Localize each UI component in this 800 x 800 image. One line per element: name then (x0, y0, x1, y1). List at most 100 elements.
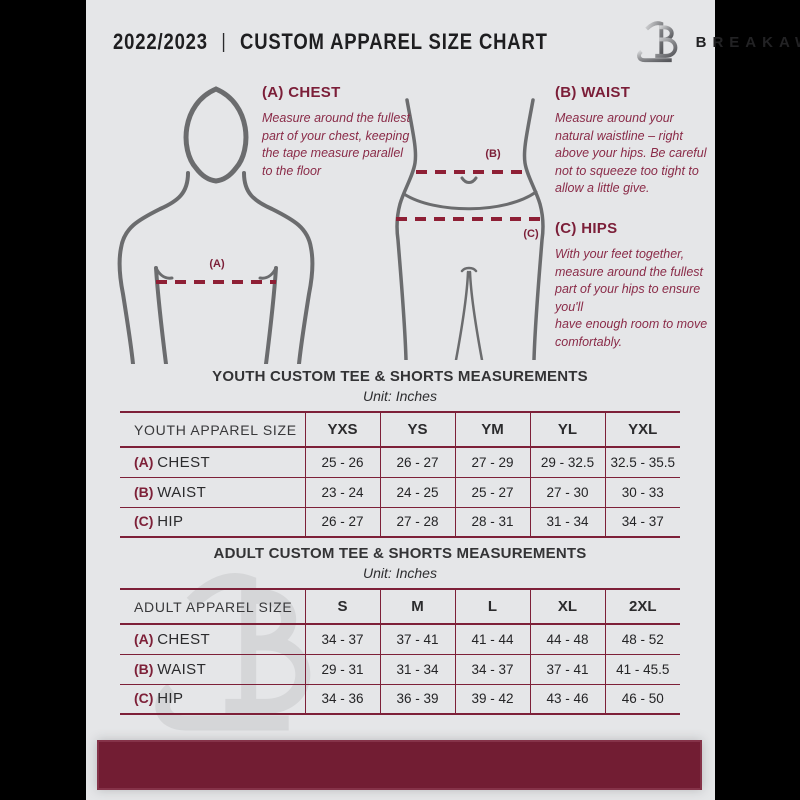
row-label: CHEST (157, 453, 211, 471)
adult-size-header-cell: ADULT APPAREL SIZE (134, 598, 293, 615)
size-value-cell: 31 - 34 (379, 654, 455, 684)
size-value-cell: 29 - 32.5 (529, 447, 605, 477)
size-column-header: YXL (604, 412, 680, 447)
size-value-cell: 31 - 34 (529, 507, 605, 537)
youth-section-title: YOUTH CUSTOM TEE & SHORTS MEASUREMENTS (212, 368, 588, 385)
size-value-cell: 27 - 29 (454, 447, 530, 477)
page-title: 2022/2023 | CUSTOM APPAREL SIZE CHART (113, 29, 548, 55)
size-value-cell: 37 - 41 (529, 654, 605, 684)
chest-instructions: (A) CHEST Measure around the fullest par… (262, 84, 414, 180)
waist-line-label: (B) (485, 148, 501, 160)
title-year: 2022/2023 (113, 29, 208, 54)
youth-section: YOUTH CUSTOM TEE & SHORTS MEASUREMENTS U… (120, 368, 680, 538)
title-text: CUSTOM APPAREL SIZE CHART (240, 29, 548, 54)
size-value-cell: 44 - 48 (529, 624, 605, 654)
row-label-cell: (C) HIP (120, 507, 305, 537)
youth-unit-label: Unit: Inches (363, 388, 437, 404)
size-column-header: S (304, 589, 380, 624)
size-value-cell: 39 - 42 (454, 684, 530, 714)
size-value-cell: 34 - 37 (604, 507, 680, 537)
size-value-cell: 43 - 46 (529, 684, 605, 714)
row-label-cell: (B) WAIST (120, 654, 305, 684)
size-value-cell: 27 - 28 (379, 507, 455, 537)
row-prefix: (B) (134, 483, 154, 500)
waist-heading: (B) WAIST (555, 84, 631, 101)
size-column-header: 2XL (604, 589, 680, 624)
size-value-cell: 24 - 25 (379, 477, 455, 507)
size-value-cell: 41 - 44 (454, 624, 530, 654)
size-column-header: YXS (304, 412, 380, 447)
brand-lockup: BREAKAWAY (631, 18, 800, 66)
row-label: CHEST (157, 630, 211, 648)
brand-name: BREAKAWAY (695, 33, 800, 51)
breakaway-logo-icon (636, 21, 677, 63)
hips-body-text: With your feet together, measure around … (555, 247, 708, 349)
row-label-cell: (C) HIP (120, 684, 305, 714)
footer-accent-bar (97, 740, 702, 790)
adult-unit-label: Unit: Inches (363, 565, 437, 581)
size-value-cell: 34 - 37 (304, 624, 380, 654)
size-value-cell: 25 - 26 (304, 447, 380, 477)
adult-section-title: ADULT CUSTOM TEE & SHORTS MEASUREMENTS (213, 545, 587, 562)
hip-line-label: (C) (523, 228, 539, 240)
row-label-cell: (A) CHEST (120, 624, 305, 654)
size-value-cell: 26 - 27 (304, 507, 380, 537)
youth-size-table: YOUTH APPAREL SIZE YXS YS YM YL YXL (A) … (120, 411, 680, 538)
youth-size-header-cell: YOUTH APPAREL SIZE (134, 421, 297, 438)
row-label: WAIST (157, 660, 207, 678)
table-row-hip: (C) HIP 26 - 27 27 - 28 28 - 31 31 - 34 … (120, 507, 680, 537)
youth-header-row: YOUTH APPAREL SIZE YXS YS YM YL YXL (120, 412, 680, 447)
row-prefix: (A) (134, 453, 154, 470)
size-value-cell: 25 - 27 (454, 477, 530, 507)
table-row-chest: (A) CHEST 25 - 26 26 - 27 27 - 29 29 - 3… (120, 447, 680, 477)
table-row-waist: (B) WAIST 29 - 31 31 - 34 34 - 37 37 - 4… (120, 654, 680, 684)
table-row-chest: (A) CHEST 34 - 37 37 - 41 41 - 44 44 - 4… (120, 624, 680, 654)
size-column-header: YM (454, 412, 530, 447)
size-column-header: XL (529, 589, 605, 624)
hips-instructions: (C) HIPS With your feet together, measur… (555, 220, 715, 351)
size-value-cell: 36 - 39 (379, 684, 455, 714)
size-value-cell: 48 - 52 (604, 624, 680, 654)
size-column-header: M (379, 589, 455, 624)
document-page: 2022/2023 | CUSTOM APPAREL SIZE CHART (86, 0, 800, 800)
adult-header-row: ADULT APPAREL SIZE S M L XL 2XL (120, 589, 680, 624)
row-label-cell: (A) CHEST (120, 447, 305, 477)
table-row-waist: (B) WAIST 23 - 24 24 - 25 25 - 27 27 - 3… (120, 477, 680, 507)
row-prefix: (C) (134, 690, 154, 707)
row-prefix: (A) (134, 630, 154, 647)
size-value-cell: 28 - 31 (454, 507, 530, 537)
title-divider: | (221, 30, 227, 53)
chest-body-text: Measure around the fullest part of your … (262, 111, 411, 178)
chest-line-label: (A) (209, 258, 225, 270)
lower-body-diagram (395, 98, 545, 360)
size-column-header: YL (529, 412, 605, 447)
adult-size-table: ADULT APPAREL SIZE S M L XL 2XL (A) CHES… (120, 588, 680, 715)
torso-diagram (117, 86, 315, 364)
row-label: HIP (157, 690, 184, 708)
size-value-cell: 27 - 30 (529, 477, 605, 507)
size-column-header: L (454, 589, 530, 624)
size-value-cell: 34 - 37 (454, 654, 530, 684)
adult-section: ADULT CUSTOM TEE & SHORTS MEASUREMENTS U… (120, 545, 680, 715)
size-column-header: YS (379, 412, 455, 447)
size-value-cell: 30 - 33 (604, 477, 680, 507)
size-value-cell: 46 - 50 (604, 684, 680, 714)
row-label: HIP (157, 513, 184, 531)
size-value-cell: 23 - 24 (304, 477, 380, 507)
row-label: WAIST (157, 483, 207, 501)
size-value-cell: 29 - 31 (304, 654, 380, 684)
row-prefix: (B) (134, 660, 154, 677)
waist-body-text: Measure around your natural waistline – … (555, 111, 707, 195)
row-prefix: (C) (134, 513, 154, 530)
size-value-cell: 41 - 45.5 (604, 654, 680, 684)
size-value-cell: 37 - 41 (379, 624, 455, 654)
size-value-cell: 34 - 36 (304, 684, 380, 714)
size-value-cell: 26 - 27 (379, 447, 455, 477)
row-label-cell: (B) WAIST (120, 477, 305, 507)
watermark-letter-icon (155, 573, 311, 731)
header: 2022/2023 | CUSTOM APPAREL SIZE CHART (113, 16, 800, 68)
hips-heading: (C) HIPS (555, 220, 618, 237)
size-value-cell: 32.5 - 35.5 (604, 447, 680, 477)
chest-heading: (A) CHEST (262, 84, 341, 101)
table-row-hip: (C) HIP 34 - 36 36 - 39 39 - 42 43 - 46 … (120, 684, 680, 714)
